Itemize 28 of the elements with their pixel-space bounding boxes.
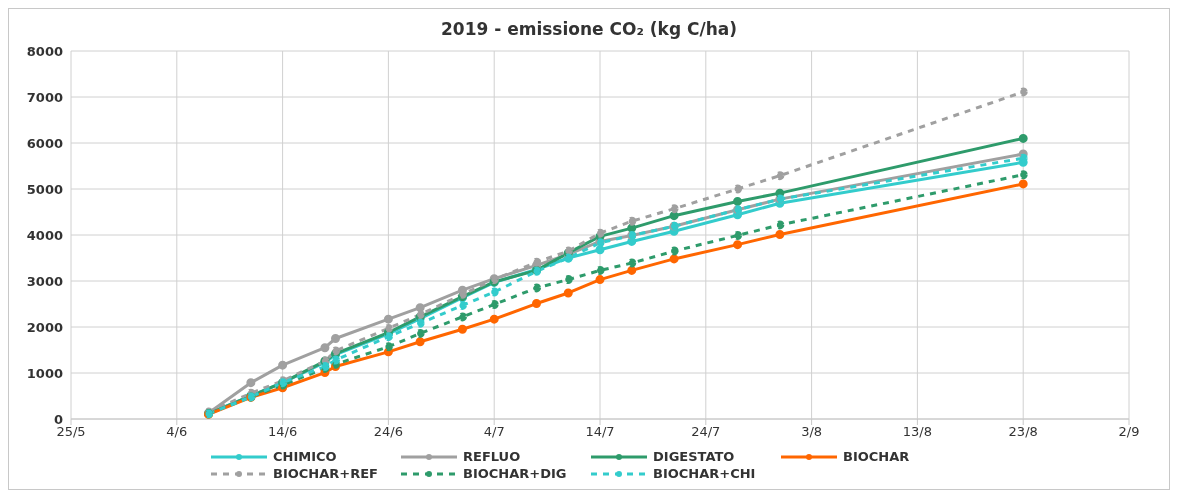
y-tick-label: 3000 — [26, 273, 63, 289]
y-tick-label: 0 — [53, 411, 63, 427]
y-tick-label: 7000 — [26, 89, 63, 105]
y-tick-label: 6000 — [26, 135, 63, 151]
legend-label: BIOCHAR — [843, 449, 910, 464]
x-tick-label: 24/7 — [691, 424, 721, 440]
y-tick-label: 5000 — [26, 181, 63, 197]
x-tick-label: 2/9 — [1118, 424, 1140, 440]
x-tick-label: 3/8 — [801, 424, 823, 440]
legend-label: CHIMICO — [273, 449, 337, 464]
legend-label: DIGESTATO — [653, 449, 735, 464]
x-tick-label: 4/6 — [166, 424, 188, 440]
y-tick-label: 2000 — [26, 319, 63, 335]
legend-label: REFLUO — [463, 449, 521, 464]
legend-label: BIOCHAR+CHI — [653, 466, 756, 481]
y-tick-label: 1000 — [26, 365, 63, 381]
x-tick-label: 14/7 — [585, 424, 615, 440]
x-tick-label: 14/6 — [268, 424, 298, 440]
y-tick-label: 4000 — [26, 227, 63, 243]
chart-title: 2019 - emissione CO₂ (kg C/ha) — [439, 18, 739, 41]
x-tick-label: 13/8 — [902, 424, 932, 440]
x-tick-label: 24/6 — [373, 424, 403, 440]
x-tick-label: 4/7 — [483, 424, 505, 440]
legend-label: BIOCHAR+REF — [273, 466, 378, 481]
x-tick-label: 25/5 — [56, 424, 86, 440]
y-tick-label: 8000 — [26, 43, 63, 59]
legend-label: BIOCHAR+DIG — [463, 466, 567, 481]
x-tick-label: 23/8 — [1008, 424, 1038, 440]
